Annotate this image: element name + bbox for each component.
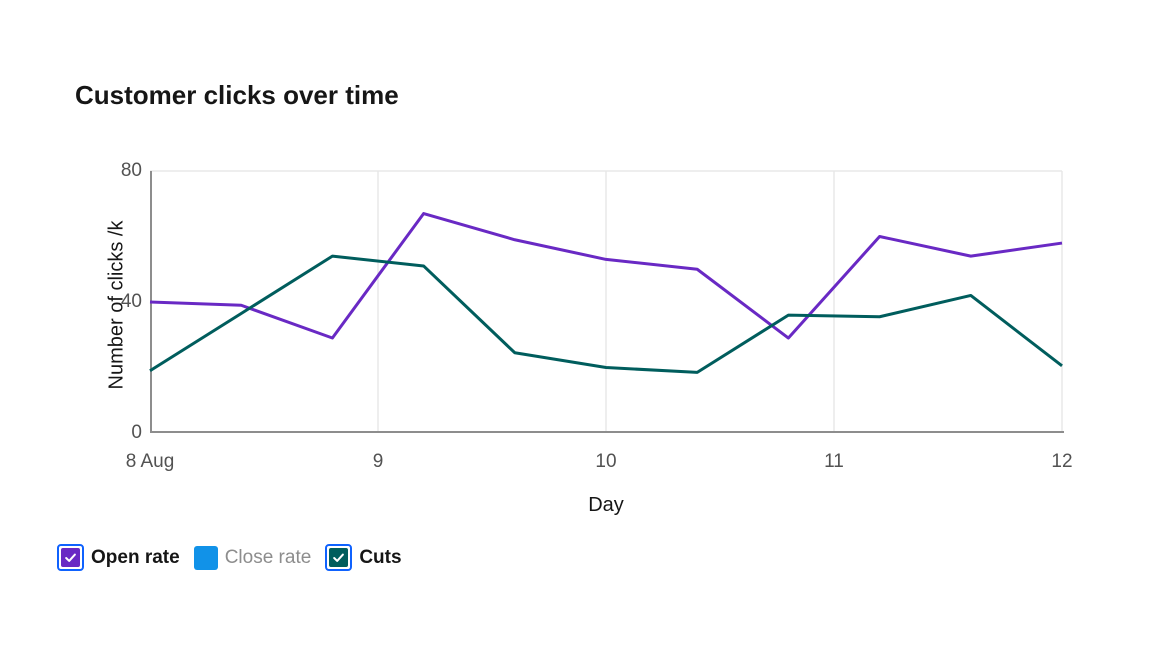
x-tick-10: 10 [595, 451, 617, 472]
legend-item-cuts[interactable]: Cuts [325, 544, 402, 571]
line-chart-plot [149, 170, 1064, 433]
x-tick-11: 11 [824, 451, 844, 472]
chart-title: Customer clicks over time [75, 80, 399, 110]
cuts-swatch [329, 548, 349, 567]
legend: Open rate Close rate Cuts [57, 544, 416, 571]
y-tick-80: 80 [120, 160, 142, 181]
open-rate-swatch [61, 548, 80, 567]
y-tick-40: 40 [120, 291, 142, 312]
checkmark-icon [65, 553, 76, 562]
legend-label-open-rate: Open rate [91, 546, 180, 568]
y-tick-0: 0 [131, 422, 142, 443]
legend-checkbox-close-rate[interactable] [193, 545, 218, 570]
legend-label-close-rate: Close rate [224, 546, 312, 568]
close-rate-swatch [193, 545, 218, 570]
legend-item-close-rate[interactable]: Close rate [193, 545, 312, 570]
checkmark-icon [333, 553, 345, 562]
x-tick-9: 9 [372, 451, 384, 472]
x-axis-title: Day [588, 494, 624, 516]
legend-label-cuts: Cuts [359, 546, 402, 568]
legend-checkbox-cuts[interactable] [325, 544, 353, 571]
legend-checkbox-open-rate[interactable] [57, 544, 84, 571]
x-tick-8aug: 8 Aug [125, 451, 175, 472]
x-tick-12: 12 [1051, 451, 1073, 472]
legend-item-open-rate[interactable]: Open rate [57, 544, 180, 571]
